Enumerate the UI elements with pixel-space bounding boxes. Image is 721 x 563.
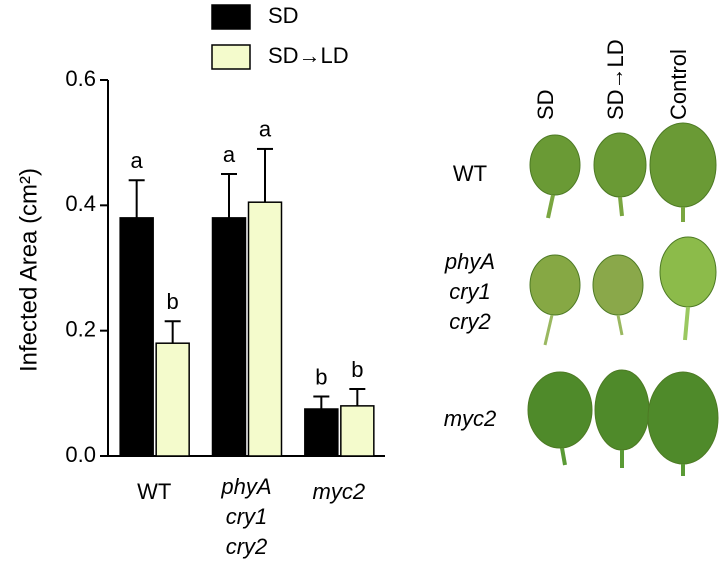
bar	[155, 342, 190, 457]
x-tick-label: cry1	[226, 504, 268, 529]
legend-swatch	[211, 4, 251, 30]
bar	[304, 408, 339, 457]
significance-letter: a	[259, 117, 272, 142]
bar	[119, 217, 154, 457]
significance-letter: b	[315, 364, 327, 389]
y-axis-label: Infected Area (cm²)	[15, 168, 42, 372]
significance-letter: a	[223, 142, 236, 167]
leaf-photos	[527, 122, 719, 476]
row-label: WT	[453, 161, 487, 186]
column-label: SD→LD	[603, 39, 628, 120]
legend-label: SD→LD	[268, 43, 349, 68]
significance-letter: b	[167, 289, 179, 314]
x-tick-label: WT	[137, 479, 171, 504]
x-tick-label: myc2	[313, 479, 366, 504]
x-tick-label: cry2	[226, 534, 268, 559]
row-label: cry2	[449, 309, 491, 334]
row-label: cry1	[449, 279, 491, 304]
y-tick-label: 0.6	[65, 66, 96, 91]
bar	[211, 217, 247, 457]
bar	[340, 405, 375, 457]
significance-letter: b	[351, 357, 363, 382]
y-tick-label: 0.4	[65, 191, 96, 216]
legend-swatch	[211, 44, 251, 70]
bar	[247, 201, 283, 457]
x-tick-label: phyA	[220, 474, 271, 499]
significance-letter: a	[131, 148, 144, 173]
y-tick-label: 0.0	[65, 442, 96, 467]
column-label: Control	[666, 49, 691, 120]
column-label: SD	[533, 89, 558, 120]
row-label: myc2	[444, 406, 497, 431]
y-tick-label: 0.2	[65, 316, 96, 341]
legend-label: SD	[268, 3, 299, 28]
row-label: phyA	[444, 249, 495, 274]
